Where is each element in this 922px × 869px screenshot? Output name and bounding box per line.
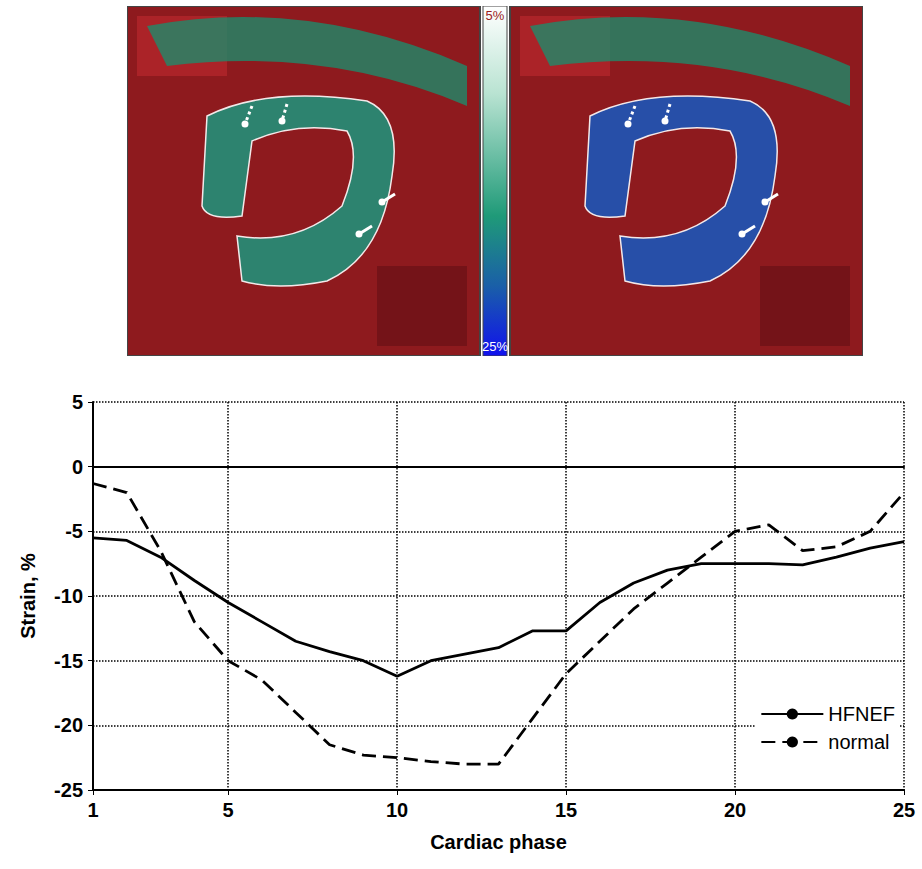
svg-text:HFNEF: HFNEF <box>828 703 895 725</box>
svg-text:Cardiac phase: Cardiac phase <box>430 831 567 853</box>
svg-text:Strain, %: Strain, % <box>17 553 39 639</box>
svg-text:10: 10 <box>386 799 408 821</box>
svg-text:normal: normal <box>828 731 889 753</box>
svg-text:1: 1 <box>87 799 98 821</box>
svg-text:25: 25 <box>893 799 915 821</box>
svg-text:-10: -10 <box>54 585 83 607</box>
svg-text:-15: -15 <box>54 650 83 672</box>
svg-text:15: 15 <box>555 799 577 821</box>
svg-text:-20: -20 <box>54 714 83 736</box>
svg-text:-25: -25 <box>54 779 83 801</box>
svg-text:5: 5 <box>223 799 234 821</box>
svg-text:5%: 5% <box>486 8 505 23</box>
svg-text:-5: -5 <box>65 520 83 542</box>
svg-text:0: 0 <box>72 456 83 478</box>
svg-text:20: 20 <box>724 799 746 821</box>
svg-text:5: 5 <box>72 391 83 413</box>
svg-text:25%: 25% <box>482 339 508 354</box>
